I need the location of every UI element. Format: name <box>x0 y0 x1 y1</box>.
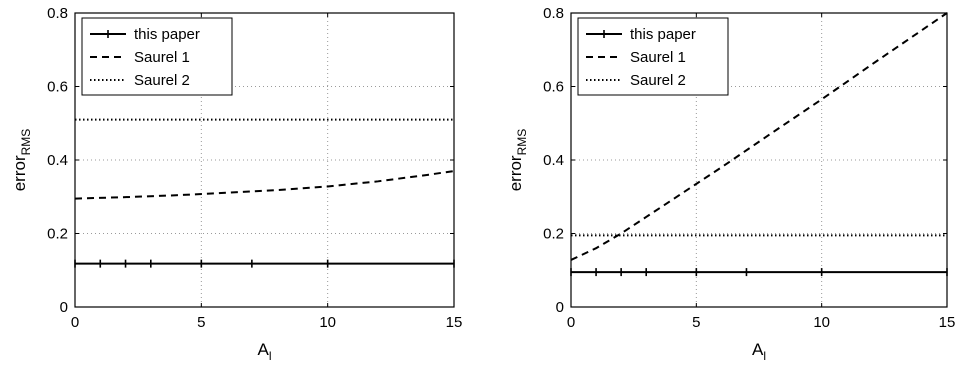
legend-label: Saurel 2 <box>134 72 190 89</box>
y-tick-label: 0 <box>556 299 564 316</box>
x-axis-label-main: A <box>257 340 269 359</box>
series-line-saurel-1 <box>74 170 455 200</box>
y-axis-label-sub: RMS <box>515 129 529 156</box>
series-line-saurel-1 <box>570 12 948 261</box>
legend-label: Saurel 1 <box>134 49 190 66</box>
x-tick-label: 5 <box>197 314 205 331</box>
legend-label: this paper <box>630 26 696 43</box>
x-tick-label: 15 <box>446 314 463 331</box>
x-axis-label: Al <box>257 340 271 363</box>
chart-panel-2: 0 5 10 15 0 0.2 0.4 0.6 0.8 Al errorRMS this paper S… <box>506 5 955 363</box>
y-axis-label-main: error <box>506 155 525 191</box>
legend-label: Saurel 1 <box>630 49 686 66</box>
y-axis-label-sub: RMS <box>19 129 33 156</box>
legend: this paper Saurel 1 Saurel 2 <box>577 17 729 96</box>
x-tick-label: 10 <box>319 314 336 331</box>
y-tick-label: 0.8 <box>47 5 68 22</box>
chart-panel-1: 0 5 10 15 0 0.2 0.4 0.6 0.8 Al errorRMS this paper S… <box>10 5 462 363</box>
y-tick-label: 0.8 <box>543 5 564 22</box>
y-tick-label: 0 <box>60 299 68 316</box>
x-axis-label-main: A <box>752 340 764 359</box>
x-tick-label: 15 <box>939 314 956 331</box>
x-tick-label: 5 <box>692 314 700 331</box>
x-axis-label-sub: l <box>269 349 272 363</box>
y-axis-label: errorRMS <box>10 129 33 192</box>
x-axis-label: Al <box>752 340 766 363</box>
y-tick-label: 0.4 <box>543 152 564 169</box>
x-axis-label-sub: l <box>763 349 766 363</box>
legend-label: Saurel 2 <box>630 72 686 89</box>
y-tick-label: 0.2 <box>543 226 564 243</box>
x-tick-label: 0 <box>567 314 575 331</box>
y-tick-label: 0.6 <box>543 79 564 96</box>
y-tick-label: 0.4 <box>47 152 68 169</box>
y-tick-label: 0.2 <box>47 226 68 243</box>
x-tick-label: 0 <box>71 314 79 331</box>
y-axis-label: errorRMS <box>506 129 529 192</box>
x-tick-label: 10 <box>813 314 830 331</box>
legend-label: this paper <box>134 26 200 43</box>
legend: this paper Saurel 1 Saurel 2 <box>81 17 233 96</box>
y-tick-label: 0.6 <box>47 79 68 96</box>
y-axis-label-main: error <box>10 155 29 191</box>
